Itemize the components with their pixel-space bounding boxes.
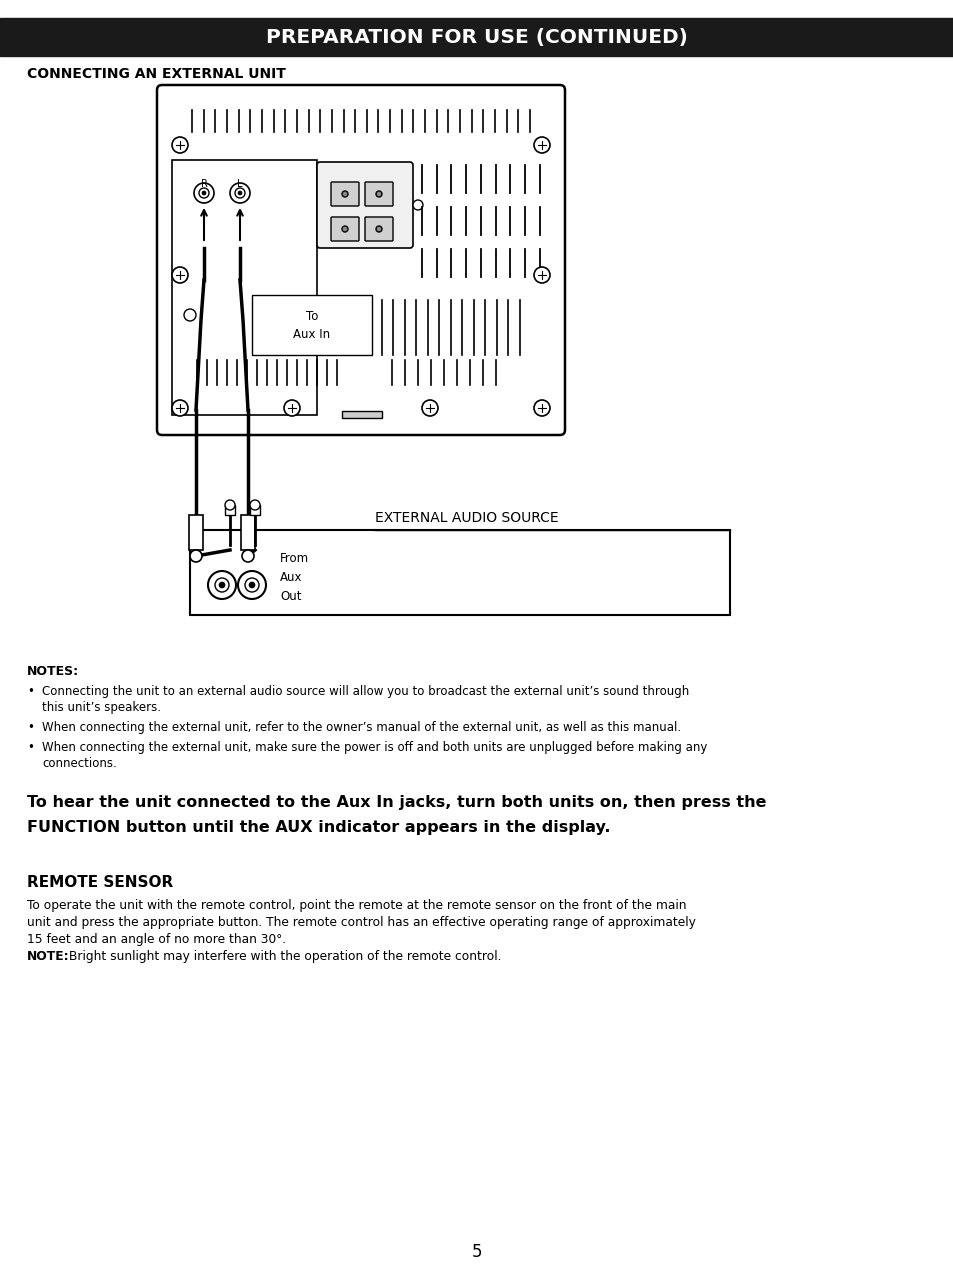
Circle shape xyxy=(421,399,437,416)
Text: R: R xyxy=(200,179,207,190)
Circle shape xyxy=(249,583,254,588)
Circle shape xyxy=(230,183,250,204)
FancyBboxPatch shape xyxy=(157,85,564,435)
Bar xyxy=(341,411,381,418)
Text: this unit’s speakers.: this unit’s speakers. xyxy=(42,701,161,714)
Circle shape xyxy=(250,500,260,510)
Circle shape xyxy=(172,137,188,153)
Text: CONNECTING AN EXTERNAL UNIT: CONNECTING AN EXTERNAL UNIT xyxy=(27,67,286,81)
Circle shape xyxy=(534,137,550,153)
Bar xyxy=(252,295,372,355)
Circle shape xyxy=(237,571,266,599)
Circle shape xyxy=(172,267,188,282)
Circle shape xyxy=(199,188,209,198)
Circle shape xyxy=(375,191,381,197)
Circle shape xyxy=(413,200,422,210)
Bar xyxy=(0,18,953,56)
Text: EXTERNAL AUDIO SOURCE: EXTERNAL AUDIO SOURCE xyxy=(375,511,558,525)
Text: REMOTE SENSOR: REMOTE SENSOR xyxy=(27,875,173,890)
Circle shape xyxy=(214,577,229,591)
Text: •: • xyxy=(27,721,34,734)
Bar xyxy=(172,160,316,415)
Text: unit and press the appropriate button. The remote control has an effective opera: unit and press the appropriate button. T… xyxy=(27,916,695,929)
Circle shape xyxy=(225,500,234,510)
Text: 5: 5 xyxy=(471,1243,482,1261)
Text: Connecting the unit to an external audio source will allow you to broadcast the : Connecting the unit to an external audio… xyxy=(42,686,688,698)
Circle shape xyxy=(184,309,195,321)
Bar xyxy=(190,530,729,614)
Circle shape xyxy=(208,571,235,599)
Circle shape xyxy=(193,183,213,204)
Circle shape xyxy=(190,550,202,562)
Text: When connecting the external unit, make sure the power is off and both units are: When connecting the external unit, make … xyxy=(42,742,706,754)
Circle shape xyxy=(202,191,206,195)
Text: •: • xyxy=(27,686,34,698)
Text: L: L xyxy=(237,179,242,190)
Text: Bright sunlight may interfere with the operation of the remote control.: Bright sunlight may interfere with the o… xyxy=(65,950,501,963)
Text: NOTE:: NOTE: xyxy=(27,950,70,963)
Circle shape xyxy=(284,399,299,416)
Bar xyxy=(250,505,260,515)
Text: •: • xyxy=(27,742,34,754)
Text: connections.: connections. xyxy=(42,757,116,770)
Text: When connecting the external unit, refer to the owner’s manual of the external u: When connecting the external unit, refer… xyxy=(42,721,680,734)
Circle shape xyxy=(234,188,245,198)
Bar xyxy=(241,515,254,550)
Text: FUNCTION button until the AUX indicator appears in the display.: FUNCTION button until the AUX indicator … xyxy=(27,820,610,834)
Circle shape xyxy=(237,191,242,195)
Text: NOTES:: NOTES: xyxy=(27,665,79,678)
Text: To
Aux In: To Aux In xyxy=(294,309,331,341)
FancyBboxPatch shape xyxy=(316,162,413,248)
Circle shape xyxy=(341,226,348,232)
Text: To operate the unit with the remote control, point the remote at the remote sens: To operate the unit with the remote cont… xyxy=(27,899,686,912)
Text: 15 feet and an angle of no more than 30°.: 15 feet and an angle of no more than 30°… xyxy=(27,932,286,946)
Bar xyxy=(225,505,234,515)
FancyBboxPatch shape xyxy=(365,182,393,206)
Circle shape xyxy=(534,399,550,416)
Circle shape xyxy=(172,399,188,416)
FancyBboxPatch shape xyxy=(331,182,358,206)
Circle shape xyxy=(375,226,381,232)
Circle shape xyxy=(242,550,253,562)
FancyBboxPatch shape xyxy=(365,218,393,240)
Text: PREPARATION FOR USE (CONTINUED): PREPARATION FOR USE (CONTINUED) xyxy=(266,28,687,47)
Circle shape xyxy=(219,583,225,588)
Text: To hear the unit connected to the Aux In jacks, turn both units on, then press t: To hear the unit connected to the Aux In… xyxy=(27,795,765,810)
Text: From
Aux
Out: From Aux Out xyxy=(280,552,309,603)
Circle shape xyxy=(534,267,550,282)
Circle shape xyxy=(341,191,348,197)
Circle shape xyxy=(245,577,258,591)
FancyBboxPatch shape xyxy=(331,218,358,240)
Bar xyxy=(189,515,203,550)
